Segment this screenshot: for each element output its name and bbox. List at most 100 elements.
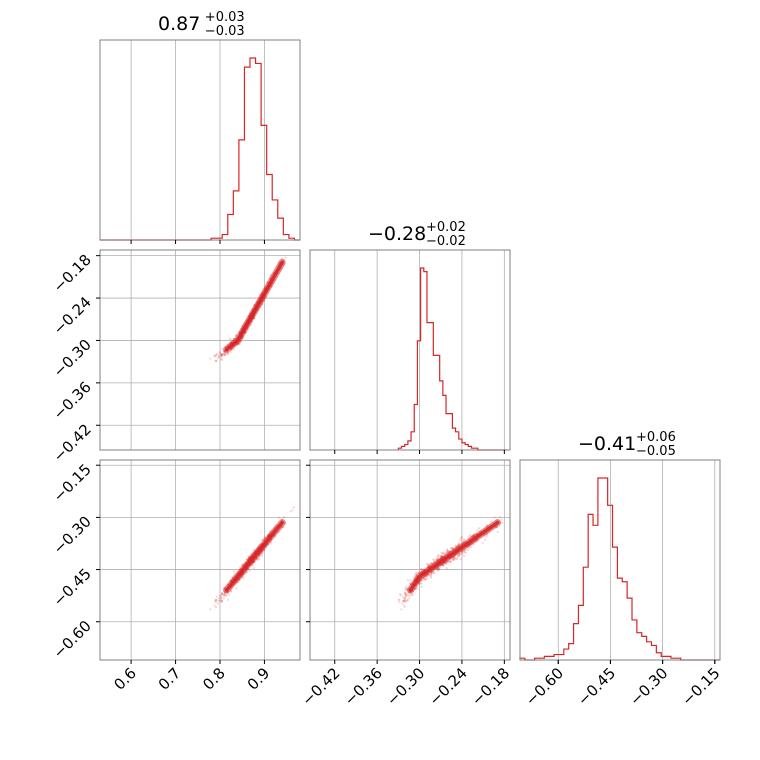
panel-frame bbox=[309, 249, 511, 451]
sample-point bbox=[453, 556, 457, 559]
param-title-lower-err: −0.03 bbox=[205, 24, 245, 39]
panel-frame bbox=[99, 39, 301, 241]
sample-point bbox=[277, 516, 281, 519]
sample-point bbox=[405, 599, 408, 602]
sample-point bbox=[252, 567, 255, 570]
sample-point bbox=[469, 546, 473, 549]
sample-point bbox=[408, 581, 412, 585]
sample-point bbox=[215, 598, 218, 602]
y-tick-label: −0.30 bbox=[50, 336, 95, 381]
sample-point bbox=[403, 605, 406, 609]
sample-point bbox=[241, 576, 245, 579]
sample-point bbox=[284, 256, 287, 259]
sample-point bbox=[218, 599, 221, 602]
x-tick-label: −0.36 bbox=[341, 664, 386, 709]
sample-point bbox=[220, 599, 223, 602]
sample-point bbox=[462, 538, 466, 541]
sample-point bbox=[222, 594, 226, 597]
param-title-1: 0.87 bbox=[158, 13, 200, 35]
sample-point bbox=[454, 557, 457, 560]
sample-point bbox=[444, 552, 447, 555]
sample-point bbox=[454, 545, 457, 548]
sample-point bbox=[214, 359, 217, 362]
sample-point bbox=[493, 516, 496, 519]
sample-point bbox=[214, 354, 218, 357]
sample-point bbox=[448, 560, 451, 563]
sample-point bbox=[221, 358, 224, 361]
sample-point bbox=[219, 356, 222, 359]
sample-point bbox=[442, 551, 445, 554]
sample-point bbox=[406, 598, 409, 601]
sample-point bbox=[220, 347, 224, 350]
sample-point bbox=[215, 595, 219, 598]
sample-point bbox=[414, 573, 417, 576]
x-tick-label: 0.9 bbox=[244, 664, 274, 694]
sample-point bbox=[452, 558, 455, 561]
sample-point bbox=[456, 556, 459, 560]
sample-point bbox=[220, 600, 223, 603]
sample-point bbox=[270, 541, 273, 544]
sample-point bbox=[460, 535, 464, 539]
sample-point bbox=[436, 568, 439, 571]
sample-points bbox=[397, 510, 510, 611]
sample-point bbox=[220, 353, 224, 356]
y-tick-label: −0.15 bbox=[50, 460, 95, 505]
sample-point bbox=[427, 563, 430, 566]
sample-point bbox=[404, 593, 407, 596]
sample-point bbox=[282, 515, 285, 519]
sample-point bbox=[436, 556, 439, 559]
sample-point bbox=[402, 600, 405, 603]
sample-point bbox=[437, 569, 440, 572]
sample-point bbox=[405, 593, 408, 596]
sample-point bbox=[227, 593, 231, 596]
param-title-upper-err: +0.06 bbox=[636, 430, 676, 445]
sample-point bbox=[404, 600, 407, 603]
x-tick-label: −0.60 bbox=[522, 664, 567, 709]
sample-point bbox=[261, 552, 264, 556]
sample-point bbox=[500, 518, 503, 521]
y-tick-label: −0.24 bbox=[50, 293, 95, 338]
sample-point bbox=[399, 593, 402, 596]
sample-point bbox=[424, 578, 427, 581]
sample-point bbox=[230, 338, 233, 341]
sample-point bbox=[412, 576, 415, 579]
sample-point bbox=[220, 354, 223, 357]
sample-point bbox=[432, 572, 435, 575]
sample-point bbox=[436, 557, 439, 560]
sample-point bbox=[261, 554, 264, 558]
sample-point bbox=[439, 554, 443, 558]
sample-point bbox=[397, 598, 400, 601]
sample-point bbox=[501, 522, 504, 525]
sample-point bbox=[213, 600, 216, 603]
sample-point bbox=[449, 560, 452, 563]
sample-point bbox=[442, 564, 445, 567]
sample-point bbox=[478, 527, 481, 530]
sample-point bbox=[214, 605, 218, 609]
sample-point bbox=[459, 557, 462, 561]
sample-point bbox=[462, 550, 466, 553]
sample-point bbox=[220, 600, 223, 603]
param-title-upper-err: +0.02 bbox=[426, 220, 466, 235]
sample-point bbox=[209, 357, 212, 360]
sample-point bbox=[476, 529, 479, 532]
hist-panel-3: −0.41 +0.06−0.05 bbox=[519, 430, 721, 664]
sample-point bbox=[291, 509, 294, 512]
sample-point bbox=[235, 587, 238, 591]
panel-frame bbox=[99, 249, 301, 451]
sample-point bbox=[214, 598, 217, 602]
sample-point bbox=[420, 568, 423, 571]
histogram-series-3 bbox=[519, 477, 720, 661]
panel-background bbox=[100, 40, 300, 240]
sample-point bbox=[220, 591, 224, 595]
sample-point bbox=[401, 595, 404, 598]
sample-point bbox=[247, 555, 250, 558]
sample-point bbox=[220, 352, 223, 355]
sample-point bbox=[404, 592, 407, 595]
sample-point bbox=[442, 552, 445, 556]
x-tick-label: 0.7 bbox=[155, 664, 185, 694]
sample-point bbox=[437, 554, 440, 557]
sample-point bbox=[410, 593, 414, 597]
param-title-lower-err: −0.05 bbox=[636, 444, 676, 459]
y-axis-param-2: −0.42−0.36−0.30−0.24−0.18 bbox=[50, 251, 100, 466]
sample-point bbox=[214, 360, 218, 363]
